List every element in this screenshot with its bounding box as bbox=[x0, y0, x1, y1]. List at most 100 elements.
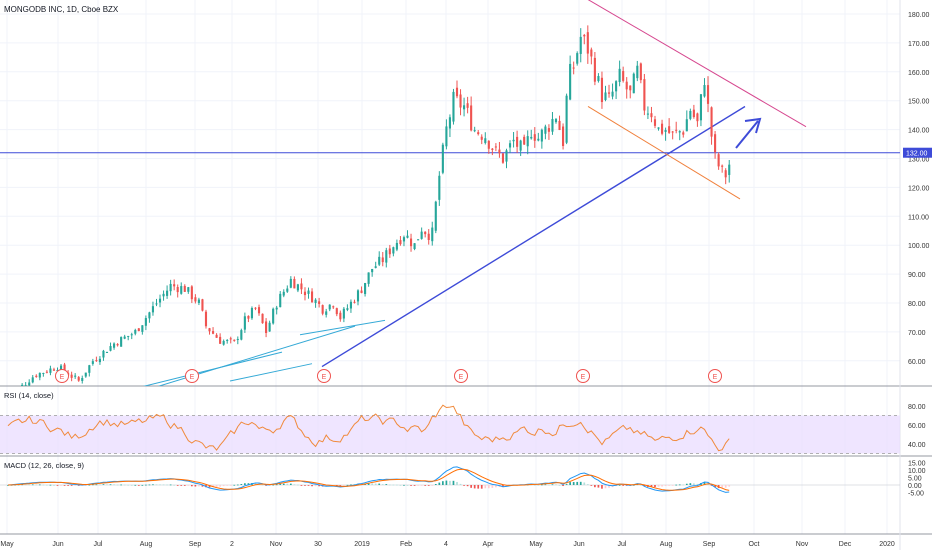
macd-histogram-bar bbox=[413, 485, 416, 486]
candle-body bbox=[611, 91, 614, 97]
macd-histogram-bar bbox=[21, 484, 23, 486]
earnings-marker-label: E bbox=[190, 374, 195, 381]
earnings-marker-0 bbox=[55, 369, 69, 383]
macd-histogram-bar bbox=[24, 484, 27, 486]
candle-body bbox=[392, 247, 395, 254]
candle-body bbox=[607, 92, 611, 94]
candle-body bbox=[381, 257, 384, 263]
macd-histogram-bar bbox=[148, 484, 151, 486]
macd-histogram-bar bbox=[502, 485, 504, 488]
macd-axis-label: 15.00 bbox=[908, 461, 926, 468]
macd-histogram-bar bbox=[388, 484, 391, 486]
macd-histogram-bar bbox=[116, 484, 119, 486]
macd-histogram-bar bbox=[343, 485, 345, 486]
candle-body bbox=[102, 350, 105, 358]
candle-body bbox=[569, 63, 572, 100]
macd-histogram-bar bbox=[130, 484, 133, 486]
candle-body bbox=[424, 231, 427, 235]
candle-body bbox=[81, 378, 84, 381]
candle-body bbox=[579, 36, 582, 54]
candle-body bbox=[166, 290, 169, 296]
candle-body bbox=[360, 290, 363, 293]
candle-body bbox=[113, 343, 116, 348]
candle-body bbox=[551, 118, 554, 132]
candle-body bbox=[109, 346, 112, 351]
candle-body bbox=[544, 126, 547, 134]
candle-body bbox=[668, 126, 671, 133]
candle-body bbox=[374, 266, 377, 268]
candle-body bbox=[554, 119, 558, 123]
candle-body bbox=[448, 117, 451, 129]
trendline-support bbox=[321, 105, 746, 368]
macd-histogram-bar bbox=[102, 484, 105, 485]
macd-histogram-bar bbox=[244, 483, 246, 485]
candle-body bbox=[696, 113, 699, 122]
macd-histogram-bar bbox=[721, 485, 724, 488]
candle-body bbox=[501, 153, 505, 163]
candle-body bbox=[38, 372, 41, 378]
candle-body bbox=[413, 243, 416, 250]
candle-body bbox=[622, 71, 625, 81]
candle-body bbox=[325, 311, 328, 315]
macd-histogram-bar bbox=[56, 485, 59, 486]
candle-body bbox=[689, 110, 692, 119]
macd-histogram-bar bbox=[275, 484, 278, 486]
candle-body bbox=[307, 290, 310, 294]
price-axis-label: 70.00 bbox=[908, 330, 926, 337]
candle-body bbox=[714, 134, 717, 153]
candle-body bbox=[95, 360, 98, 362]
macd-axis-label: 5.00 bbox=[908, 476, 922, 483]
macd-histogram-bar bbox=[46, 484, 48, 486]
candle-body bbox=[445, 126, 448, 147]
candle-body bbox=[247, 315, 250, 319]
candle-body bbox=[692, 109, 695, 118]
macd-histogram-bar bbox=[279, 483, 282, 485]
macd-histogram-bar bbox=[586, 484, 589, 485]
macd-histogram-bar bbox=[272, 484, 275, 486]
time-axis-label: Sep bbox=[189, 541, 202, 548]
macd-histogram-bar bbox=[190, 485, 193, 487]
candle-body bbox=[706, 85, 710, 104]
candle-body bbox=[371, 269, 374, 273]
candle-body bbox=[176, 287, 179, 293]
time-axis-label: Jul bbox=[618, 541, 627, 548]
macd-histogram-bar bbox=[459, 483, 462, 485]
time-axis-label: Oct bbox=[749, 541, 760, 548]
earnings-marker-label: E bbox=[322, 374, 327, 381]
candle-body bbox=[219, 336, 222, 344]
macd-histogram-bar bbox=[162, 484, 165, 486]
candle-body bbox=[597, 76, 600, 82]
macd-histogram-bar bbox=[155, 484, 158, 486]
macd-histogram-bar bbox=[689, 483, 692, 485]
earnings-marker-label: E bbox=[581, 374, 586, 381]
macd-histogram-bar bbox=[548, 484, 550, 486]
macd-histogram-bar bbox=[487, 485, 490, 489]
macd-histogram-bar bbox=[120, 484, 122, 486]
macd-histogram-bar bbox=[240, 484, 243, 485]
projection-arrow bbox=[735, 120, 759, 149]
macd-histogram-bar bbox=[314, 485, 317, 487]
candle-body bbox=[402, 237, 406, 242]
candle-body bbox=[35, 375, 38, 377]
candle-body bbox=[664, 130, 667, 132]
macd-histogram-bar bbox=[590, 485, 593, 486]
candle-body bbox=[378, 256, 381, 265]
candle-body bbox=[183, 285, 186, 292]
macd-histogram-bar bbox=[173, 484, 176, 486]
candle-body bbox=[116, 344, 119, 346]
macd-axis-label: 10.00 bbox=[908, 468, 926, 475]
macd-histogram-bar bbox=[304, 485, 306, 486]
price-axis-label: 140.00 bbox=[908, 128, 930, 135]
candle-body bbox=[409, 238, 413, 247]
macd-histogram-bar bbox=[92, 484, 94, 486]
candle-body bbox=[593, 57, 596, 82]
candle-body bbox=[261, 313, 264, 324]
macd-histogram-bar bbox=[654, 485, 656, 488]
candle-body bbox=[318, 301, 321, 304]
candle-body bbox=[342, 308, 345, 319]
macd-histogram-bar bbox=[99, 484, 101, 486]
macd-histogram-bar bbox=[576, 481, 579, 485]
candle-body bbox=[349, 301, 352, 309]
time-axis-label: 30 bbox=[314, 541, 322, 548]
